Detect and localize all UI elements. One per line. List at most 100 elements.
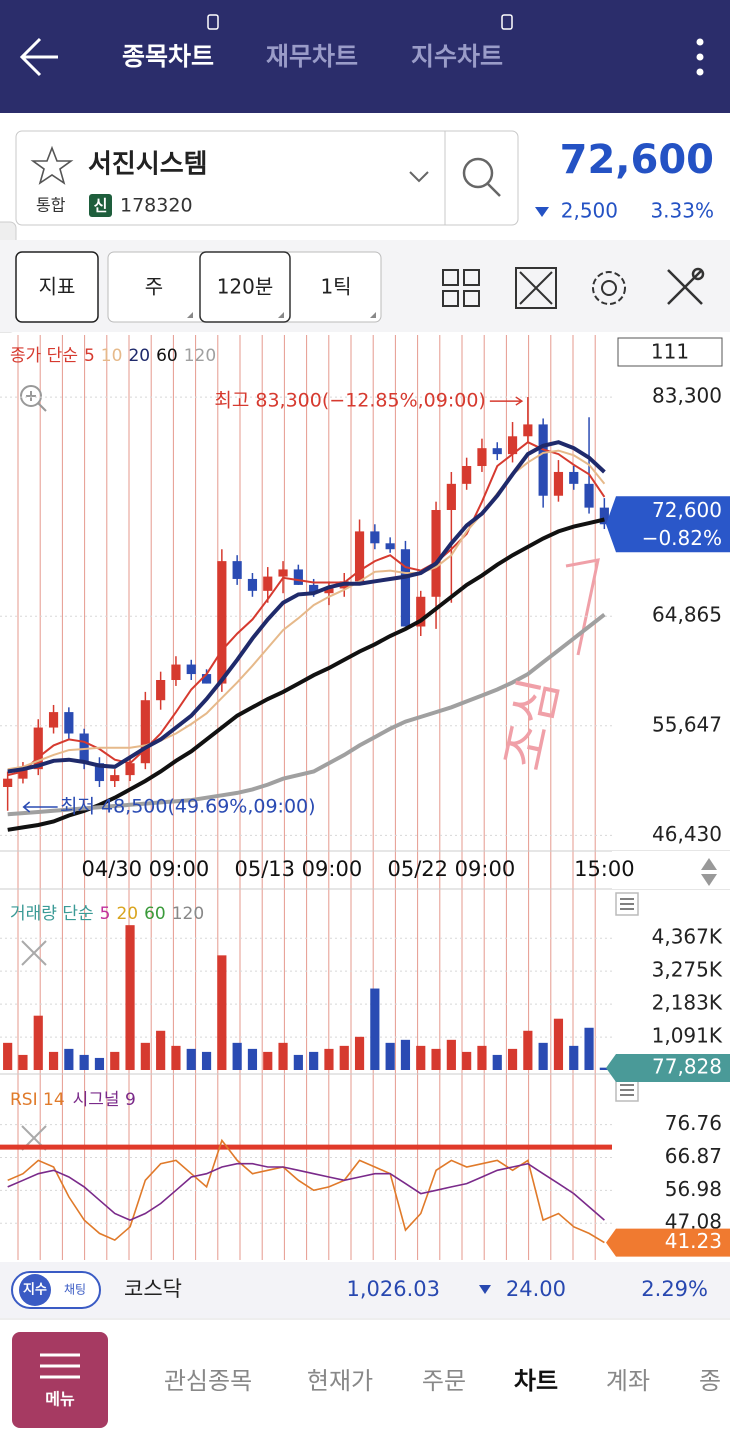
legend-item: 5	[100, 904, 111, 924]
back-button[interactable]	[19, 37, 58, 77]
volume-bar	[140, 1042, 150, 1070]
volume-bar	[462, 1051, 472, 1070]
volume-bar	[309, 1051, 319, 1070]
tools-icon[interactable]	[667, 267, 705, 305]
count-box	[617, 337, 723, 367]
nav-item[interactable]: 관심종목	[164, 1367, 252, 1395]
legend-title: 종가 단순	[10, 346, 78, 366]
legend: 종가 단순 5 10 20 60 120	[10, 346, 216, 366]
volume-bar	[64, 1048, 74, 1070]
volume-bar	[477, 1045, 487, 1070]
nav-item[interactable]: 주문	[422, 1367, 466, 1395]
volume-bar	[370, 988, 380, 1070]
volume-bar	[599, 1067, 609, 1070]
high-arrow	[489, 396, 524, 406]
tab-icon	[501, 14, 513, 30]
last-rsi: 41.23	[665, 1229, 722, 1253]
y-tick-label: 4,367K	[652, 925, 723, 949]
volume-bar	[186, 1048, 196, 1070]
candle-body	[201, 674, 212, 684]
nav-item[interactable]: 계좌	[606, 1367, 650, 1395]
volume-bar	[278, 1042, 288, 1070]
candle-body	[370, 531, 380, 544]
period[interactable]: 주	[145, 275, 163, 299]
settings-icon[interactable]	[592, 271, 626, 305]
nav-item[interactable]: 차트	[514, 1367, 558, 1395]
menu-icon	[40, 1353, 80, 1379]
candle-body	[553, 471, 564, 496]
menu-label: 메뉴	[45, 1390, 75, 1409]
candle-body	[110, 775, 120, 782]
rsi-menu[interactable]	[615, 1078, 639, 1102]
stock-box[interactable]	[15, 130, 519, 226]
index-bar	[0, 1262, 730, 1318]
legend-item: 120	[172, 904, 204, 924]
down-arrow	[535, 207, 549, 217]
candle-body	[538, 424, 548, 496]
y-tick-label: 76.76	[665, 1111, 722, 1135]
legend-item: 60	[156, 346, 178, 366]
candle-body	[446, 483, 456, 510]
volume-bar	[247, 1048, 258, 1070]
interval-button[interactable]	[199, 251, 291, 323]
scroll-arrows[interactable]	[701, 858, 717, 886]
close-volume[interactable]	[21, 940, 47, 966]
last-price-tag	[606, 496, 730, 553]
index-change-pct: 2.29%	[641, 1277, 708, 1301]
candle-body	[3, 778, 13, 787]
header-bar	[0, 0, 730, 113]
candle-body	[186, 664, 196, 675]
legend: RSI 14 시그널 9	[10, 1090, 136, 1110]
tab[interactable]: 재무차트	[266, 42, 358, 71]
tab[interactable]: 지수차트	[411, 42, 503, 71]
x-tick-label: 05/13 09:00	[234, 857, 362, 881]
candle-body	[507, 436, 518, 455]
low-annotation: 최저 48,500(49.69%,09:00)	[60, 796, 316, 818]
nav-item[interactable]: 현재가	[307, 1367, 373, 1395]
tab-active[interactable]: 종목차트	[122, 42, 214, 71]
layout-icon[interactable]	[442, 269, 480, 307]
candle-body	[385, 543, 395, 550]
candle-body	[263, 576, 273, 591]
candle-body	[400, 549, 411, 627]
candle-body	[217, 561, 227, 684]
nav-item[interactable]: 종	[699, 1367, 721, 1395]
volume-bar	[538, 1042, 548, 1070]
favorite-star[interactable]	[30, 145, 74, 185]
y-tick-label: 66.87	[665, 1144, 722, 1168]
index-badge: 지수	[23, 1283, 47, 1298]
dropdown[interactable]	[409, 171, 429, 183]
interval[interactable]: 120분	[217, 275, 274, 299]
indicator-button[interactable]	[15, 251, 99, 323]
legend-item: RSI 14	[10, 1090, 65, 1110]
scribble	[565, 558, 600, 656]
volume-menu[interactable]	[615, 892, 639, 916]
y-tick-label: 1,091K	[652, 1024, 723, 1048]
search-button[interactable]	[462, 157, 501, 197]
zoom-icon[interactable]	[20, 385, 47, 412]
candle-body	[278, 569, 288, 577]
volume-bar	[232, 1042, 242, 1070]
expand-icon[interactable]	[515, 267, 557, 309]
chat-badge[interactable]: 채팅	[64, 1283, 86, 1297]
volume-bar	[110, 1051, 120, 1070]
candle-body	[477, 448, 487, 467]
candle-body	[416, 596, 426, 627]
badge: 신	[94, 197, 108, 215]
volume-bar	[584, 1027, 594, 1070]
index-dot	[19, 1274, 51, 1306]
menu-button[interactable]	[12, 1332, 108, 1428]
more-menu[interactable]	[696, 38, 704, 76]
volume-bar	[507, 1048, 518, 1070]
legend-item: 20	[116, 904, 138, 924]
volume-bar	[553, 1018, 564, 1070]
ma-line	[7, 441, 606, 777]
tick[interactable]: 1틱	[320, 275, 351, 299]
legend-item: 5	[84, 346, 95, 366]
volume-bar	[492, 1054, 502, 1070]
candle-body	[64, 712, 74, 734]
price: 72,600	[560, 137, 714, 183]
volume-bar	[263, 1051, 273, 1070]
